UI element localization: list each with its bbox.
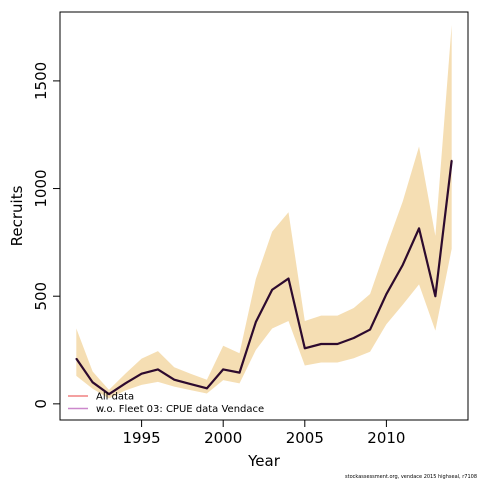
y-tick-label: 1000 bbox=[32, 169, 50, 207]
legend: All data w.o. Fleet 03: CPUE data Vendac… bbox=[68, 392, 264, 415]
data-point bbox=[157, 368, 159, 371]
data-point bbox=[108, 393, 110, 395]
data-point bbox=[140, 372, 143, 375]
x-tick-label: 2005 bbox=[286, 429, 324, 447]
data-point bbox=[352, 337, 355, 339]
data-point bbox=[320, 343, 322, 345]
data-point bbox=[450, 159, 453, 162]
y-tick-label: 1500 bbox=[32, 62, 50, 100]
y-tick-label: 500 bbox=[32, 282, 50, 311]
data-point bbox=[206, 387, 208, 390]
data-point bbox=[304, 347, 306, 350]
footnote: stockassessment.org, vendace 2015 highse… bbox=[345, 474, 477, 480]
series-line-0 bbox=[75, 160, 453, 396]
data-point bbox=[287, 277, 290, 280]
data-point bbox=[434, 295, 437, 298]
data-point bbox=[336, 343, 339, 345]
x-axis: 1995 2000 2005 2010 bbox=[123, 419, 405, 447]
data-point bbox=[401, 264, 404, 266]
x-tick-label: 2000 bbox=[204, 429, 242, 447]
confidence-band bbox=[76, 24, 452, 399]
data-point bbox=[173, 378, 176, 381]
data-point bbox=[255, 321, 257, 323]
data-point bbox=[418, 227, 420, 230]
x-tick-label: 2010 bbox=[367, 429, 405, 447]
legend-label-wo-fleet-03: w.o. Fleet 03: CPUE data Vendace bbox=[96, 404, 264, 415]
data-point bbox=[75, 357, 78, 360]
x-axis-title: Year bbox=[247, 452, 281, 470]
data-point bbox=[238, 371, 241, 374]
data-point bbox=[385, 293, 388, 295]
data-point bbox=[369, 328, 371, 331]
confidence-band-layer bbox=[76, 24, 452, 399]
data-point bbox=[189, 383, 192, 385]
data-point bbox=[222, 368, 224, 371]
series-line-layer bbox=[75, 159, 453, 396]
data-point bbox=[271, 288, 273, 291]
y-axis: 0 500 1000 1500 bbox=[32, 62, 61, 409]
data-point bbox=[91, 381, 94, 384]
x-tick-label: 1995 bbox=[123, 429, 161, 447]
data-point bbox=[124, 382, 127, 385]
y-axis-title: Recruits bbox=[8, 185, 26, 246]
y-tick-label: 0 bbox=[32, 399, 50, 409]
legend-label-all-data: All data bbox=[96, 392, 134, 403]
